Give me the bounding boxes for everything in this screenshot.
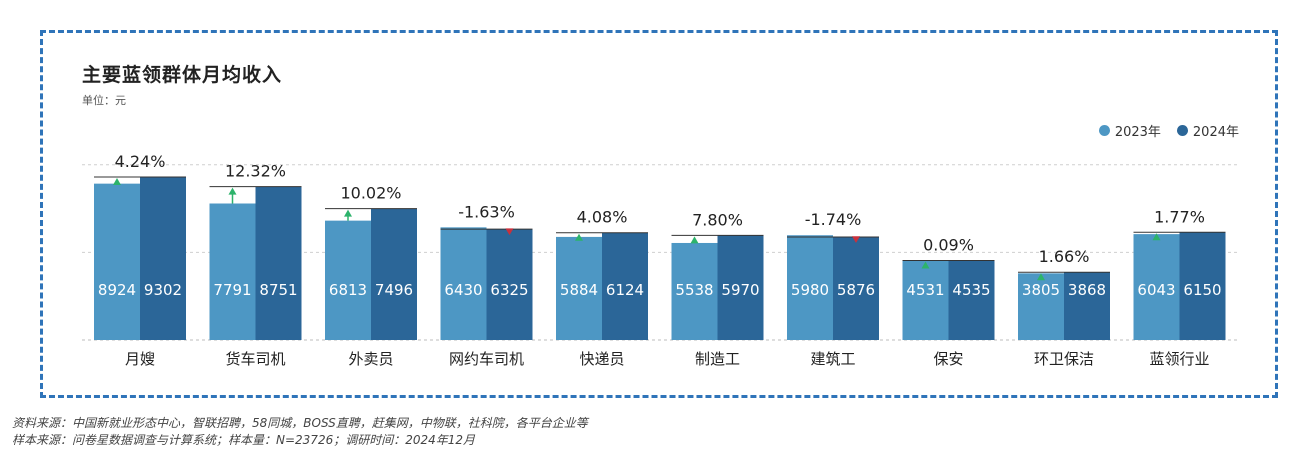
bar-2024-9 bbox=[1179, 232, 1226, 340]
legend-item-2023: 2023年 bbox=[1098, 121, 1161, 140]
value-label-2023-5: 5538 bbox=[675, 281, 713, 299]
value-label-2024-1: 8751 bbox=[259, 281, 297, 299]
bar-2024-4 bbox=[602, 232, 648, 340]
value-label-2024-3: 6325 bbox=[490, 281, 528, 299]
sample-note: 样本来源：问卷星数据调查与计算系统；样本量：N=23726；调研时间：2024年… bbox=[12, 433, 476, 447]
value-label-2023-8: 3805 bbox=[1022, 281, 1060, 299]
bar-2023-5 bbox=[671, 242, 718, 340]
growth-label-3: -1.63% bbox=[458, 202, 515, 221]
bar-2023-8 bbox=[1018, 273, 1064, 340]
value-label-2024-8: 3868 bbox=[1068, 281, 1106, 299]
growth-label-7: 0.09% bbox=[923, 236, 974, 255]
growth-label-9: 1.77% bbox=[1154, 207, 1205, 226]
growth-arrow-head-9 bbox=[1152, 233, 1161, 241]
value-label-2024-4: 6124 bbox=[606, 281, 644, 299]
bar-2024-7 bbox=[948, 260, 995, 340]
value-label-2023-2: 6813 bbox=[329, 281, 367, 299]
growth-label-8: 1.66% bbox=[1039, 247, 1090, 266]
category-label-9: 蓝领行业 bbox=[1149, 350, 1209, 368]
chart-title: 主要蓝领群体月均收入 bbox=[82, 64, 283, 86]
bar-2023-2 bbox=[325, 220, 371, 340]
bar-2023-9 bbox=[1133, 234, 1180, 340]
legend: 2023年 2024年 bbox=[1083, 121, 1239, 140]
legend-item-2024: 2024年 bbox=[1176, 121, 1239, 140]
growth-label-5: 7.80% bbox=[692, 210, 743, 229]
value-label-2023-1: 7791 bbox=[213, 281, 251, 299]
value-label-2024-7: 4535 bbox=[952, 281, 990, 299]
value-label-2024-6: 5876 bbox=[837, 281, 875, 299]
bar-2023-3 bbox=[440, 227, 487, 340]
value-label-2024-5: 5970 bbox=[721, 281, 759, 299]
growth-label-6: -1.74% bbox=[805, 210, 862, 229]
value-label-2023-9: 6043 bbox=[1137, 281, 1175, 299]
growth-label-0: 4.24% bbox=[115, 152, 166, 171]
growth-arrow-head-7 bbox=[921, 261, 930, 269]
bar-2024-0 bbox=[140, 177, 186, 340]
growth-label-4: 4.08% bbox=[577, 208, 628, 227]
source-note: 资料来源：中国新就业形态中心，智联招聘，58同城，BOSS直聘，赶集网，中物联，… bbox=[12, 416, 588, 430]
category-label-6: 建筑工 bbox=[810, 350, 855, 368]
growth-label-2: 10.02% bbox=[340, 184, 401, 203]
bar-2023-6 bbox=[787, 235, 833, 340]
category-label-4: 快递员 bbox=[579, 350, 624, 368]
value-label-2023-0: 8924 bbox=[98, 281, 136, 299]
bar-2024-8 bbox=[1064, 272, 1110, 340]
category-label-1: 货车司机 bbox=[225, 350, 285, 368]
category-label-7: 保安 bbox=[933, 350, 963, 368]
bar-2023-0 bbox=[94, 183, 140, 340]
decline-arrow-3 bbox=[505, 228, 514, 236]
bar-2024-6 bbox=[833, 237, 879, 340]
growth-arrow-head-4 bbox=[575, 233, 583, 241]
growth-label-1: 12.32% bbox=[225, 162, 286, 181]
bar-2024-3 bbox=[486, 229, 533, 340]
value-label-2023-4: 5884 bbox=[560, 281, 598, 299]
bar-2024-2 bbox=[371, 208, 417, 340]
growth-arrow-head-8 bbox=[1037, 273, 1045, 281]
legend-swatch-2023 bbox=[1098, 125, 1110, 136]
legend-swatch-2024 bbox=[1176, 125, 1188, 136]
value-label-2023-6: 5980 bbox=[791, 281, 829, 299]
unit-label: 单位：元 bbox=[82, 94, 126, 107]
value-label-2024-9: 6150 bbox=[1183, 281, 1221, 299]
category-label-0: 月嫂 bbox=[125, 350, 155, 368]
value-label-2023-3: 6430 bbox=[444, 281, 482, 299]
value-label-2023-7: 4531 bbox=[906, 281, 944, 299]
bar-2023-1 bbox=[209, 203, 256, 340]
bar-2024-1 bbox=[255, 186, 302, 340]
category-label-3: 网约车司机 bbox=[449, 350, 524, 368]
bar-2023-4 bbox=[556, 236, 602, 340]
decline-arrow-6 bbox=[852, 236, 860, 244]
bar-2023-7 bbox=[902, 260, 949, 340]
value-label-2024-0: 9302 bbox=[144, 281, 182, 299]
category-label-2: 外卖员 bbox=[348, 350, 393, 368]
bar-2024-5 bbox=[717, 235, 764, 340]
growth-arrow-head-0 bbox=[113, 178, 121, 186]
growth-arrow-head-5 bbox=[690, 236, 699, 244]
legend-label-2024: 2024年 bbox=[1192, 125, 1239, 140]
value-label-2024-2: 7496 bbox=[375, 281, 413, 299]
category-label-5: 制造工 bbox=[695, 350, 740, 368]
category-label-8: 环卫保洁 bbox=[1034, 350, 1094, 368]
growth-arrow-head-1 bbox=[228, 187, 237, 195]
dashed-frame bbox=[40, 30, 1278, 398]
legend-label-2023: 2023年 bbox=[1114, 125, 1161, 140]
growth-arrow-head-2 bbox=[344, 209, 352, 217]
